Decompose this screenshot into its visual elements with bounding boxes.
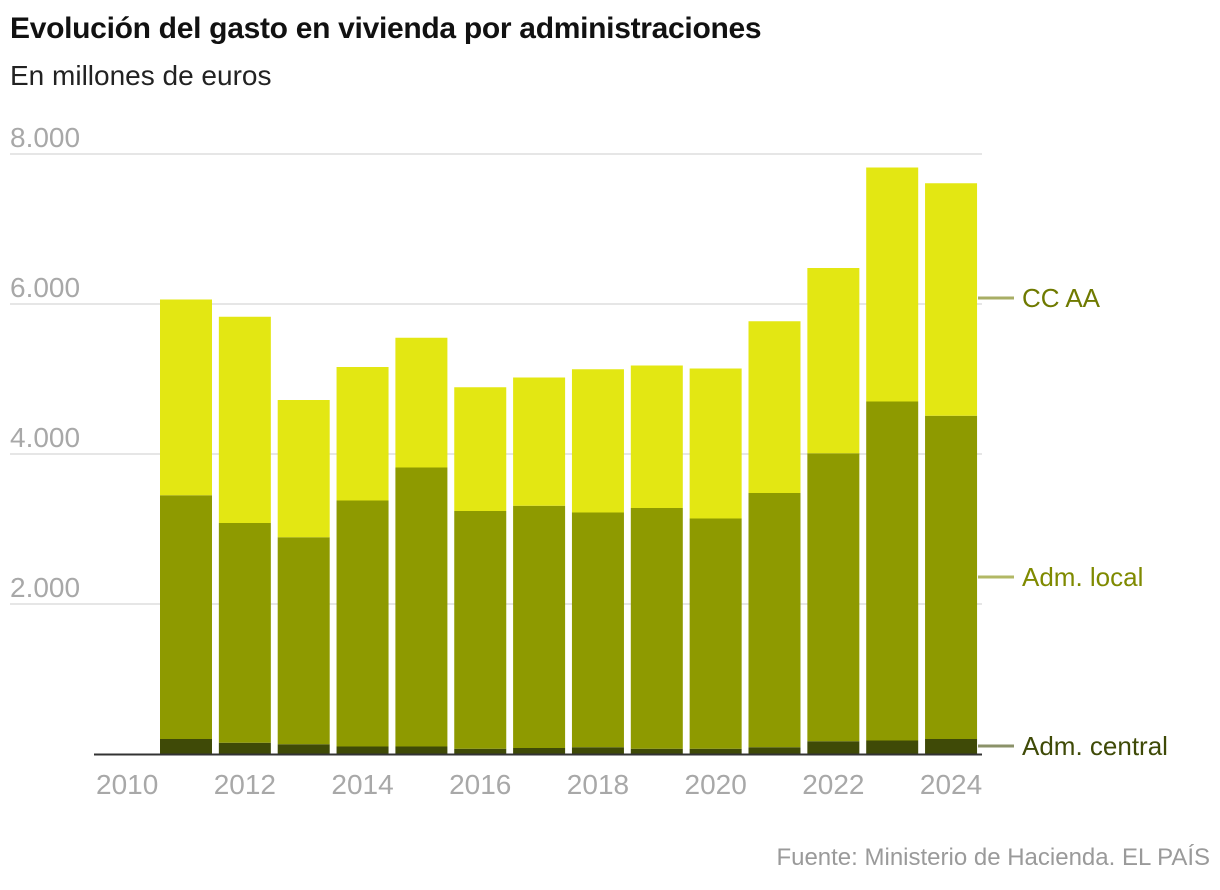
source-note: Fuente: Ministerio de Hacienda. EL PAÍS: [776, 844, 1210, 871]
legend-adm-local: Adm. local: [1022, 562, 1143, 592]
bar-segment-central: [571, 747, 624, 754]
bar-segment-local: [160, 495, 212, 739]
bar-segment-local: [277, 537, 330, 745]
bar-segment-central: [513, 748, 566, 754]
bar-segment-central: [336, 746, 389, 754]
y-tick-label: 4.000: [10, 422, 80, 453]
bar-segment-local: [925, 415, 978, 739]
bar-segment-ccaa: [689, 368, 742, 519]
bar-segment-local: [454, 511, 507, 749]
axis-layer: 2010 2012 2014 2016 2018 2020 2022 2024: [94, 753, 982, 800]
bar-segment-central: [395, 746, 448, 754]
x-tick-label: 2024: [920, 769, 982, 800]
bar-segment-local: [807, 453, 860, 742]
bar-segment-ccaa: [395, 337, 448, 468]
bar-segment-central: [277, 744, 330, 754]
x-tick-label: 2022: [802, 769, 864, 800]
bar-segment-central: [866, 740, 919, 754]
bar-segment-ccaa: [513, 377, 566, 506]
bar-segment-central: [160, 739, 212, 754]
bar-segment-central: [925, 739, 978, 754]
bar-segment-local: [218, 523, 271, 743]
bar-segment-ccaa: [277, 400, 330, 538]
bar-segment-local: [513, 505, 566, 748]
bar-segment-ccaa: [807, 268, 860, 454]
bar-segment-local: [630, 508, 683, 749]
x-tick-label: 2010: [96, 769, 158, 800]
bar-segment-ccaa: [748, 321, 801, 493]
bar-segment-central: [218, 742, 271, 754]
x-tick-label: 2018: [567, 769, 629, 800]
bar-segment-ccaa: [454, 387, 507, 511]
bar-segment-ccaa: [630, 365, 683, 508]
x-tick-label: 2016: [449, 769, 511, 800]
bar-segment-local: [571, 512, 624, 748]
bar-segment-ccaa: [218, 316, 271, 523]
bar-segment-central: [630, 748, 683, 754]
bar-segment-ccaa: [866, 167, 919, 402]
legend-adm-central: Adm. central: [1022, 731, 1168, 761]
bar-segment-central: [689, 748, 742, 754]
bar-segment-central: [748, 747, 801, 754]
bar-segment-ccaa: [571, 369, 624, 513]
x-tick-label: 2014: [331, 769, 393, 800]
bar-segment-local: [748, 493, 801, 748]
bars-layer: [160, 167, 978, 754]
y-tick-label: 6.000: [10, 272, 80, 303]
y-tick-label: 2.000: [10, 572, 80, 603]
bar-segment-ccaa: [336, 367, 389, 501]
bar-segment-ccaa: [925, 183, 978, 416]
x-tick-label: 2020: [685, 769, 747, 800]
chart-subtitle: En millones de euros: [10, 60, 272, 91]
bar-segment-central: [807, 741, 860, 754]
bar-segment-local: [689, 518, 742, 749]
bar-segment-ccaa: [160, 299, 212, 496]
bar-segment-central: [454, 748, 507, 754]
bar-segment-local: [395, 467, 448, 747]
x-tick-label: 2012: [214, 769, 276, 800]
chart-title: Evolución del gasto en vivienda por admi…: [10, 12, 762, 45]
bar-segment-local: [866, 401, 919, 741]
y-tick-label: 8.000: [10, 122, 80, 153]
legend-layer: Adm. central Adm. local CC AA: [978, 283, 1168, 761]
legend-ccaa: CC AA: [1022, 283, 1101, 313]
bar-segment-local: [336, 500, 389, 747]
